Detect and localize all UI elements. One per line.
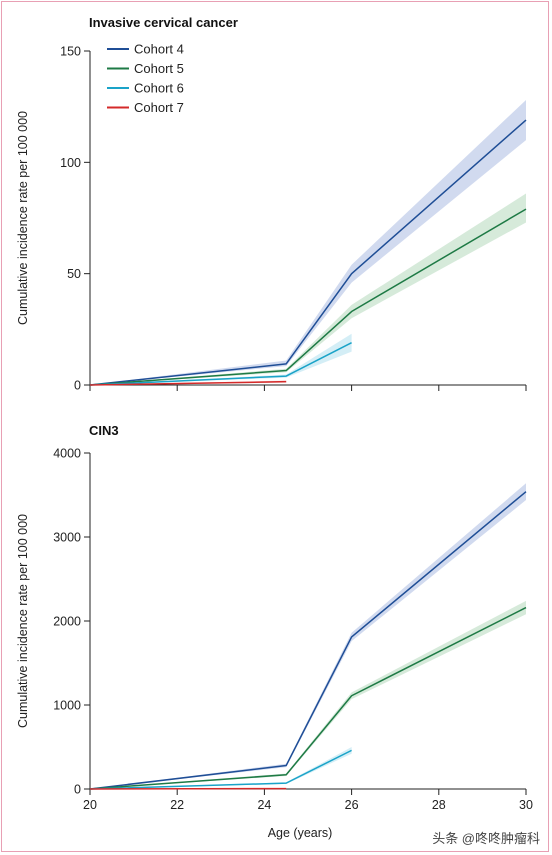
series-line-cohort-5 [89, 208, 527, 386]
legend-label: Cohort 7 [134, 100, 184, 115]
y-tick-label: 2000 [53, 615, 81, 629]
y-tick-label: 150 [60, 45, 81, 59]
x-tick-label: 28 [432, 798, 446, 812]
panel-cin3: CIN3 0 1000 2000 3000 4000 20 22 24 26 28 30 Cumulat… [16, 423, 533, 840]
panel-title: CIN3 [89, 423, 119, 438]
confidence-band-cohort-5 [90, 193, 526, 385]
x-tick-label: 26 [345, 798, 359, 812]
panel-title: Invasive cervical cancer [89, 15, 238, 30]
x-tick-label: 20 [83, 798, 97, 812]
panel-invasive-cervical-cancer: Invasive cervical cancer 0 50 100 150 Cumulat… [16, 15, 527, 393]
y-tick-label: 100 [60, 156, 81, 170]
confidence-band-cohort-6 [90, 747, 352, 789]
legend-label: Cohort 6 [134, 81, 184, 96]
x-tick-label: 30 [519, 798, 533, 812]
legend-label: Cohort 4 [134, 42, 184, 57]
series-line-cohort-5 [89, 606, 527, 790]
y-tick-label: 1000 [53, 699, 81, 713]
series-line-cohort-4 [89, 119, 527, 386]
x-axis-label: Age (years) [268, 826, 333, 840]
series-line-cohort-4 [89, 491, 527, 790]
y-tick-label: 3000 [53, 531, 81, 545]
y-axis-label: Cumulative incidence rate per 100 000 [16, 111, 30, 325]
series-line-cohort-7 [89, 380, 287, 386]
series-line-cohort-6 [89, 342, 352, 386]
y-axis-label: Cumulative incidence rate per 100 000 [16, 514, 30, 728]
x-tick-label: 22 [170, 798, 184, 812]
y-tick-label: 4000 [53, 447, 81, 461]
confidence-band-cohort-6 [90, 333, 352, 385]
watermark-text: 头条 @咚咚肿瘤科 [432, 831, 540, 846]
legend-label: Cohort 5 [134, 61, 184, 76]
x-tick-label: 24 [257, 798, 271, 812]
y-tick-label: 0 [74, 783, 81, 797]
y-tick-label: 50 [67, 267, 81, 281]
confidence-band-cohort-5 [90, 600, 526, 789]
series-line-cohort-6 [89, 749, 352, 790]
confidence-band-cohort-7 [90, 380, 287, 385]
y-tick-label: 0 [74, 379, 81, 393]
